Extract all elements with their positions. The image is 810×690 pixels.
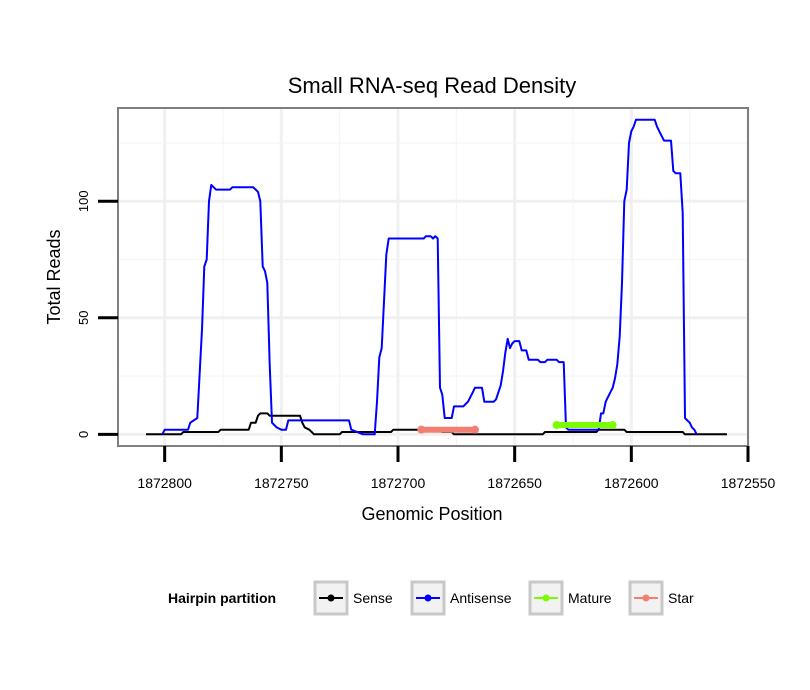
series-mature-point (608, 421, 617, 430)
legend-label-mature: Mature (568, 590, 612, 606)
series-sense-line (146, 412, 727, 436)
legend-dot-sense (327, 594, 335, 602)
y-tick-label: 50 (76, 311, 91, 325)
y-axis: 0 50 100 (76, 190, 118, 438)
y-tick-label: 100 (76, 190, 91, 212)
legend-dot-antisense (424, 594, 432, 602)
y-axis-label: Total Reads (44, 229, 64, 324)
plot-border (117, 107, 749, 447)
x-axis: 1872800 1872750 1872700 1872650 1872600 18725… (137, 446, 775, 491)
x-tick-label: 1872800 (137, 475, 192, 491)
legend-dot-mature (542, 594, 550, 602)
legend-title: Hairpin partition (168, 590, 276, 606)
x-tick-label: 1872600 (604, 475, 659, 491)
series-star-point (471, 425, 479, 434)
x-tick-label: 1872650 (487, 475, 542, 491)
series-antisense-line (161, 118, 698, 436)
legend-label-star: Star (668, 590, 694, 606)
x-tick-label: 1872550 (721, 475, 776, 491)
chart-title: Small RNA-seq Read Density (288, 73, 577, 98)
plot-background (118, 108, 748, 446)
series-mature-point (552, 421, 561, 430)
series-star-point (417, 425, 426, 434)
x-tick-label: 1872700 (371, 475, 426, 491)
legend-label-sense: Sense (353, 590, 393, 606)
x-tick-label: 1872750 (254, 475, 309, 491)
x-axis-label: Genomic Position (361, 504, 502, 524)
legend-label-antisense: Antisense (450, 590, 512, 606)
legend-dot-star (642, 594, 650, 602)
y-tick-label: 0 (76, 431, 91, 438)
series-layer (146, 118, 727, 436)
legend: Hairpin partition Sense Antisense Mature St… (168, 580, 694, 616)
